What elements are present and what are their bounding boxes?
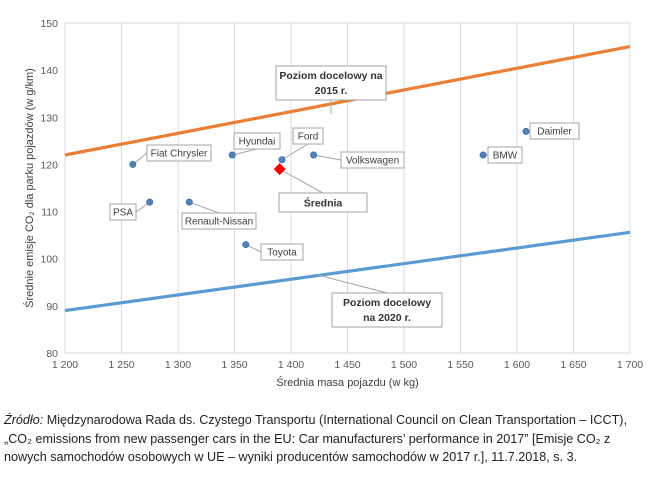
point-callout-box xyxy=(529,122,580,140)
point-callout-box xyxy=(292,127,324,145)
target-lines xyxy=(64,45,631,313)
target-label: na 2020 r. xyxy=(363,312,411,324)
x-tick-label: 1 550 xyxy=(447,359,473,371)
average-leader xyxy=(279,168,324,194)
point-callout-box xyxy=(146,144,212,162)
data-point xyxy=(522,127,530,135)
target-leader xyxy=(317,274,388,294)
point-label: Ford xyxy=(298,132,319,143)
data-point xyxy=(228,151,236,159)
y-tick-label: 110 xyxy=(41,207,58,219)
y-tick-label: 90 xyxy=(46,301,58,313)
point-label: Toyota xyxy=(267,248,297,259)
leader-line xyxy=(232,148,258,156)
y-tick-label: 130 xyxy=(40,112,58,124)
point-label: PSA xyxy=(113,208,133,219)
x-tick-label: 1 300 xyxy=(165,359,191,371)
co2-scatter-chart: Fiat Chrysler PSA Renault-Nissan Hyundai Toy… xyxy=(23,18,643,389)
data-point xyxy=(310,151,318,159)
point-label: Hyundai xyxy=(239,137,276,148)
x-axis-title: Średnia masa pojazdu (w kg) xyxy=(276,376,418,389)
point-label: Daimler xyxy=(537,127,572,138)
y-tick-label: 100 xyxy=(40,254,58,266)
data-points xyxy=(129,127,530,249)
x-tick-label: 1 600 xyxy=(504,359,530,371)
y-tick-label: 80 xyxy=(46,348,58,360)
source-note: Źródło: Międzynarodowa Rada ds. Czystego… xyxy=(4,411,656,467)
leader-line xyxy=(189,201,220,214)
x-tick-label: 1 700 xyxy=(617,359,643,371)
point-label: Fiat Chrysler xyxy=(151,149,208,160)
x-tick-label: 1 400 xyxy=(278,359,304,371)
point-callout-box xyxy=(233,132,281,150)
data-point xyxy=(129,160,137,168)
target-line-1 xyxy=(64,230,631,313)
data-point xyxy=(185,198,193,206)
target-line-0 xyxy=(64,45,631,157)
x-tick-label: 1 500 xyxy=(391,359,417,371)
x-tick-label: 1 450 xyxy=(334,359,360,371)
leader-line xyxy=(313,154,342,161)
point-callout-box xyxy=(340,151,405,169)
leader-line xyxy=(281,143,309,161)
y-tick-label: 150 xyxy=(40,18,58,30)
data-point xyxy=(242,241,250,249)
x-tick-label: 1 250 xyxy=(108,359,134,371)
x-tick-label: 1 350 xyxy=(221,359,247,371)
point-callout-box xyxy=(181,212,257,230)
point-callout-box xyxy=(109,203,137,221)
source-label: Źródło: xyxy=(4,413,44,427)
target-callout-box xyxy=(331,292,443,328)
point-label: Renault-Nissan xyxy=(185,217,253,228)
x-tick-label: 1 650 xyxy=(560,359,586,371)
point-callout-box xyxy=(487,146,523,164)
x-tick-label: 1 200 xyxy=(52,359,78,371)
data-point xyxy=(278,156,286,164)
target-label: 2015 r. xyxy=(315,85,348,97)
axis-ticks: 1 200 1 250 1 300 1 350 1 400 1 450 1 500 1 550… xyxy=(40,18,643,371)
callouts: Fiat Chrysler PSA Renault-Nissan Hyundai Toy… xyxy=(109,65,580,328)
average-marker xyxy=(273,163,286,176)
average-label: Średnia xyxy=(304,197,343,210)
y-axis-title: Średnie emisje CO₂ dla parku pojazdów (w… xyxy=(23,68,36,308)
chart-area: Fiat Chrysler PSA Renault-Nissan Hyundai Toy… xyxy=(23,18,643,389)
y-tick-label: 140 xyxy=(40,65,58,77)
target-label: Poziom docelowy xyxy=(343,297,431,309)
point-label: BMW xyxy=(493,151,518,162)
average-callout-box xyxy=(278,192,368,213)
target-label: Poziom docelowy na xyxy=(279,70,382,82)
data-point xyxy=(146,198,154,206)
point-callout-box xyxy=(260,243,304,261)
y-tick-label: 120 xyxy=(40,159,58,171)
source-text: Międzynarodowa Rada ds. Czystego Transpo… xyxy=(4,413,628,464)
point-label: Volkswagen xyxy=(346,156,399,167)
data-point xyxy=(479,151,487,159)
target-callout-box xyxy=(275,65,387,101)
